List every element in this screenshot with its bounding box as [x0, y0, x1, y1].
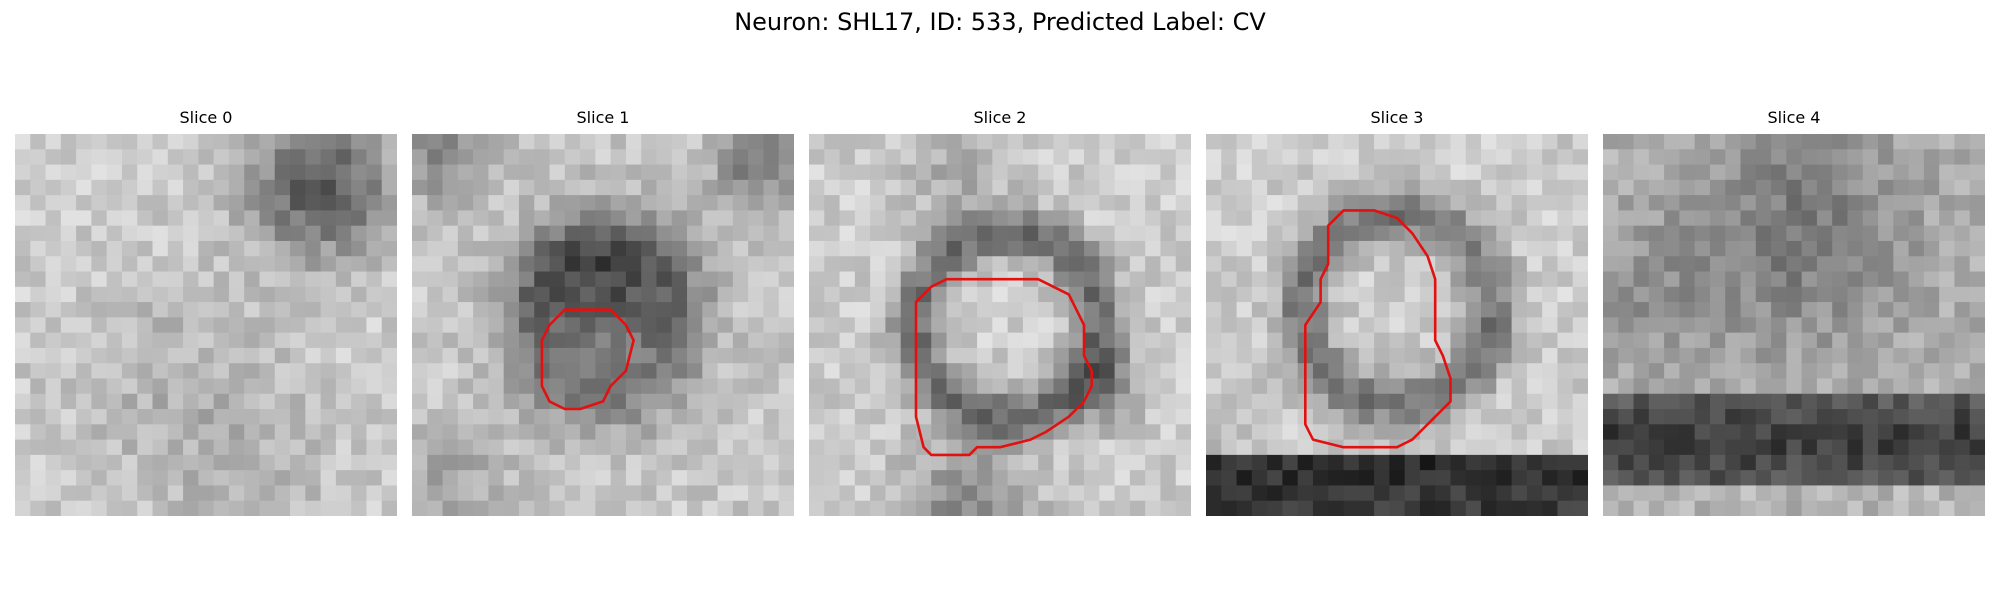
slice-3-image	[1206, 134, 1588, 516]
segmentation-contour-slice-2	[914, 277, 1094, 457]
segmentation-contour-slice-1	[540, 308, 635, 411]
panel-slice-2	[809, 134, 1191, 516]
panel-slice-4	[1603, 134, 1985, 516]
slice-4-image	[1603, 134, 1985, 516]
panel-title-slice-1: Slice 1	[576, 108, 630, 127]
panel-slice-0	[15, 134, 397, 516]
slice-1-image	[412, 134, 794, 516]
slice-0-image	[15, 134, 397, 516]
figure-title: Neuron: SHL17, ID: 533, Predicted Label:…	[734, 8, 1266, 36]
panel-title-slice-4: Slice 4	[1767, 108, 1821, 127]
panel-title-slice-0: Slice 0	[179, 108, 233, 127]
panel-slice-1	[412, 134, 794, 516]
slice-2-image	[809, 134, 1191, 516]
panel-title-slice-3: Slice 3	[1370, 108, 1424, 127]
segmentation-contour-slice-3	[1304, 209, 1452, 449]
panel-title-slice-2: Slice 2	[973, 108, 1027, 127]
panel-slice-3	[1206, 134, 1588, 516]
